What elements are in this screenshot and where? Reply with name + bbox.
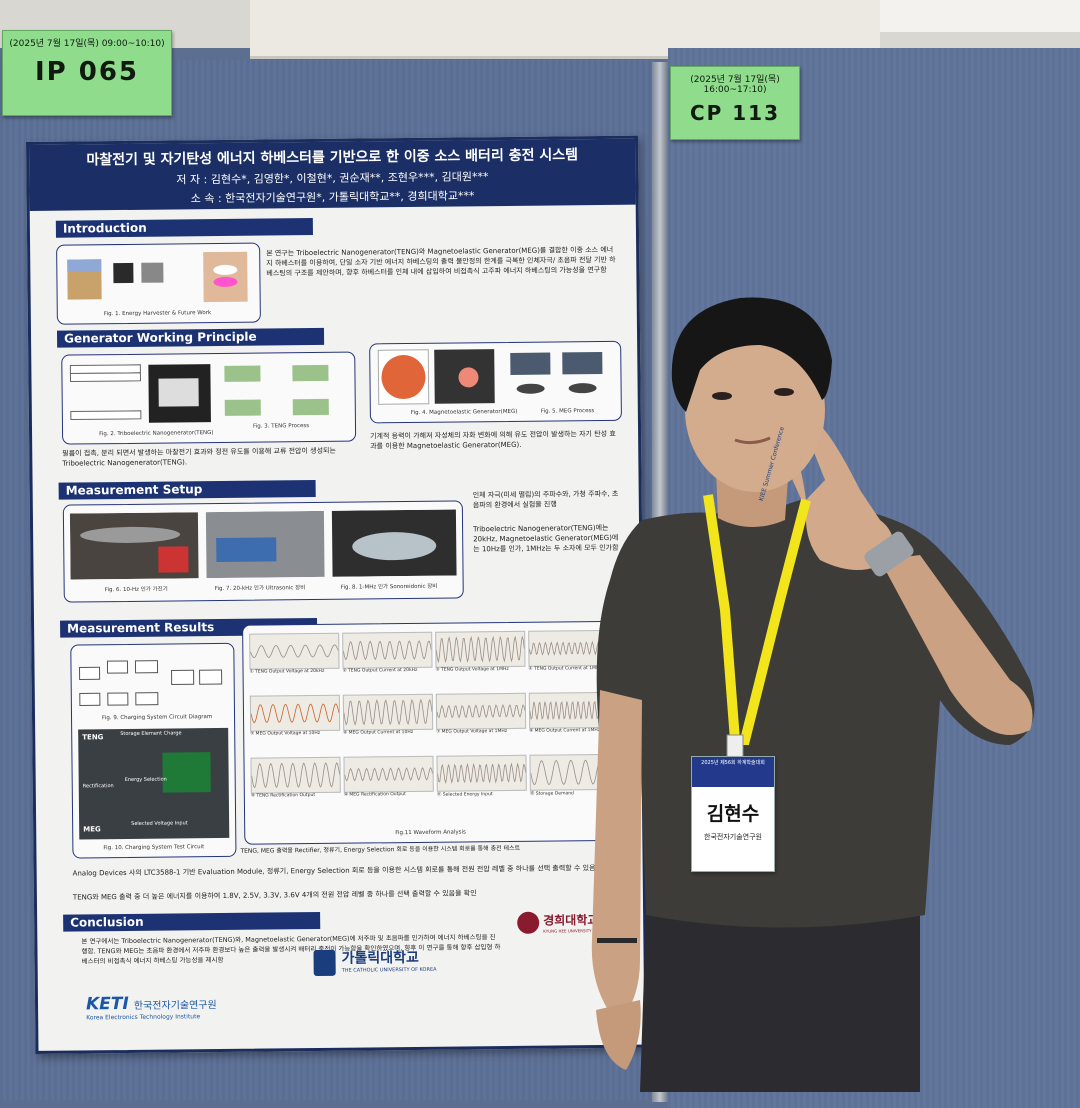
waveform-plot — [435, 692, 527, 730]
results-text-1: TENG, MEG 출력을 Rectifier, 정류기, Energy Sel… — [240, 844, 521, 855]
badge-organization: 한국전자기술연구원 — [704, 833, 762, 841]
waveform-caption: ② TENG Output Current at 20kHz — [342, 667, 418, 674]
waveform-plot — [435, 630, 526, 668]
poster-title: 마찰전기 및 자기탄성 에너지 하베스터를 기반으로 한 이중 소스 배터리 충… — [86, 147, 579, 169]
section-introduction: Introduction — [55, 218, 313, 238]
fig1-harvester-illustration — [67, 251, 248, 303]
session-time-left: (2025년 7월 17일(목) 09:00~10:10) — [9, 39, 165, 49]
test-circuit-board — [162, 752, 211, 793]
mouth — [734, 436, 771, 445]
session-code-left: IP 065 — [34, 57, 140, 87]
fig1-box: Fig. 1. Energy Harvester & Future Work — [56, 242, 261, 325]
arm-left — [591, 690, 642, 1010]
eye-right — [774, 388, 794, 396]
circuit-diagram — [79, 660, 223, 706]
waveform-grid: ① TENG Output Voltage at 20kHz ② TENG Out… — [243, 622, 623, 799]
keti-name-en: Korea Electronics Technology Institute — [86, 1013, 201, 1022]
trousers — [640, 915, 920, 1092]
badge-clip — [726, 734, 744, 758]
circuit-label-selected-voltage: Selected Voltage Input — [131, 820, 188, 827]
fig6-caption: Fig. 6. 10-Hz 인가 가진기 — [104, 586, 168, 594]
intro-text: 본 연구는 Triboelectric Nanogenerator(TENG)와… — [266, 245, 616, 278]
section-working-principle: Generator Working Principle — [56, 327, 325, 348]
hand-left — [596, 1000, 641, 1070]
waveform-plot — [342, 693, 434, 731]
keti-wordmark: KETI — [85, 993, 129, 1015]
waveform-caption: ① TENG Output Voltage at 20kHz — [249, 668, 325, 675]
test-circuit-photo: TENG Storage Element Charge Rectificatio… — [78, 727, 230, 840]
circuit-label-energy-selection: Energy Selection — [124, 776, 167, 784]
hair — [671, 297, 832, 412]
waveform-caption: ③ TENG Output Voltage at 1MHz — [435, 666, 509, 673]
setup-figure-box: Fig. 6. 10-Hz 인가 가진기 Fig. 7. 20-kHz 인가 U… — [62, 500, 464, 603]
waveform-plot — [249, 632, 340, 670]
conclusion-text: 본 연구에서는 Triboelectric Nanogenerator(TENG… — [81, 933, 501, 966]
section-conclusion: Conclusion — [63, 911, 321, 932]
research-poster: 마찰전기 및 자기탄성 에너지 하베스터를 기반으로 한 이중 소스 배터리 충… — [26, 135, 648, 1054]
meg-figure-box: Fig. 4. Magnetoelastic Generator(MEG) Fi… — [369, 340, 622, 424]
fig2-caption: Fig. 2. Triboelectric Nanogenerator(TENG… — [99, 430, 214, 438]
ceiling-light — [880, 0, 1080, 32]
catholic-logo: 가톨릭대학교 THE CATHOLIC UNIVERSITY OF KOREA — [341, 947, 436, 974]
waveform-plot — [249, 694, 341, 732]
waveform-caption: ⑨ TENG Rectification Output — [250, 793, 316, 799]
fig11-caption: Fig.11 Waveform Analysis — [395, 829, 466, 837]
waveform-plot — [342, 631, 433, 669]
session-time-right: (2025년 7월 17일(목) 16:00~17:10) — [690, 75, 780, 95]
circuit-figure-box: Fig. 9. Charging System Circuit Diagram … — [70, 642, 237, 859]
kyunghee-emblem — [517, 911, 540, 934]
teng-structure-diagram — [69, 364, 329, 423]
fig8-caption: Fig. 8. 1-MHz 인가 Sonoreidonic 장비 — [340, 583, 438, 591]
teng-description: 필름이 접촉, 분리 되면서 발생하는 마찰전기 효과와 정전 유도를 이용해 … — [62, 446, 336, 468]
keti-name-kr: 한국전자기술연구원 — [133, 1000, 217, 1012]
poster-header: 마찰전기 및 자기탄성 에너지 하베스터를 기반으로 한 이중 소스 배터리 충… — [29, 138, 636, 211]
badge-header: 2025년 제56회 하계학술대회 — [692, 757, 774, 787]
fig4-caption: Fig. 4. Magnetoelastic Generator(MEG) — [410, 408, 518, 416]
fig7-caption: Fig. 7. 20-kHz 인가 Ultrasonic 장비 — [214, 585, 306, 593]
wristband — [597, 938, 637, 943]
waveform-caption: ⑪ Selected Energy Input — [436, 792, 493, 798]
hand-peace-sign — [784, 425, 894, 570]
section-measurement-setup: Measurement Setup — [58, 479, 316, 500]
setup-photos — [69, 509, 457, 580]
results-text-2: Analog Devices 사의 LTC3588-1 기반 Evaluatio… — [72, 863, 618, 878]
waveform-figure-box: ① TENG Output Voltage at 20kHz ② TENG Out… — [242, 620, 627, 845]
circuit-label-rectification: Rectification — [82, 783, 114, 790]
circuit-label-meg: MEG — [83, 825, 101, 834]
fig9-caption: Fig. 9. Charging System Circuit Diagram — [102, 714, 213, 722]
meg-structure-diagram — [377, 349, 603, 405]
results-text-3: TENG와 MEG 출력 중 더 높은 에너지를 이용하여 1.8V, 2.5V… — [72, 889, 477, 902]
waveform-plot — [343, 755, 434, 793]
circuit-label-storage: Storage Element Charge — [120, 730, 182, 738]
waveform-plot — [250, 756, 341, 794]
waveform-caption: ⑩ MEG Rectification Output — [343, 792, 406, 798]
teng-figure-box: Fig. 2. Triboelectric Nanogenerator(TENG… — [61, 351, 357, 445]
catholic-emblem — [313, 949, 336, 977]
poster-affiliation: 소 속 : 한국전자기술연구원*, 가톨릭대학교**, 경희대학교*** — [190, 189, 475, 206]
person-presenter — [591, 297, 1035, 1092]
eye-left — [712, 392, 732, 400]
session-tag-left: (2025년 7월 17일(목) 09:00~10:10) IP 065 — [2, 30, 172, 116]
waveform-caption: ⑤ MEG Output Voltage at 10Hz — [250, 730, 321, 737]
name-badge: 2025년 제56회 하계학술대회 김현수 한국전자기술연구원 — [691, 756, 775, 872]
waveform-caption: ⑫ Storage Demand — [529, 791, 574, 797]
watch — [864, 531, 914, 577]
fig3-caption: Fig. 3. TENG Process — [252, 423, 310, 430]
fig10-caption: Fig. 10. Charging System Test Circuit — [103, 844, 205, 852]
waveform-plot — [436, 754, 527, 792]
catholic-name-en: THE CATHOLIC UNIVERSITY OF KOREA — [341, 966, 437, 974]
session-code-right: CP 113 — [689, 101, 781, 125]
fig1-caption: Fig. 1. Energy Harvester & Future Work — [103, 310, 212, 318]
badge-name: 김현수 — [706, 803, 760, 825]
catholic-name-kr: 가톨릭대학교 — [341, 949, 419, 967]
session-tag-right: (2025년 7월 17일(목) 16:00~17:10) CP 113 — [670, 66, 800, 140]
waveform-caption: ⑦ MEG Output Voltage at 1MHz — [436, 728, 508, 735]
face — [685, 328, 825, 492]
forearm-right — [880, 555, 1033, 735]
waveform-caption: ⑥ MEG Output Current at 10Hz — [343, 729, 414, 736]
circuit-label-teng: TENG — [82, 733, 104, 742]
keti-logo: KETI 한국전자기술연구원 Korea Electronics Technol… — [86, 993, 217, 1021]
